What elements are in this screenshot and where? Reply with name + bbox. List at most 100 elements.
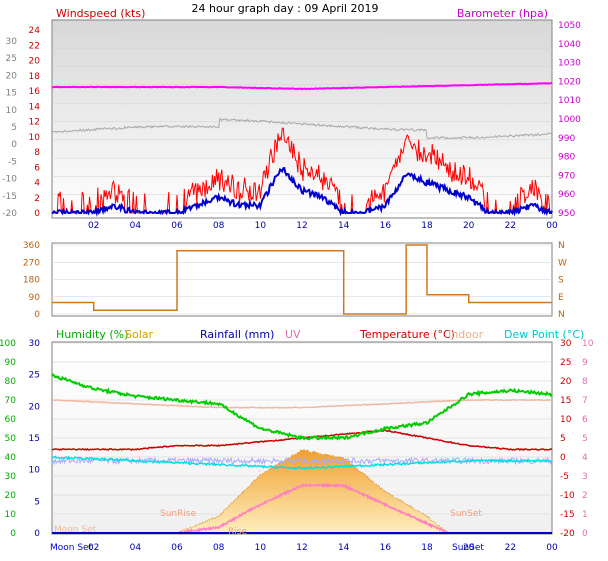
direction-axis-degrees: 360 270 180 90 0 (23, 241, 40, 320)
axis-tick-label: 5 (582, 434, 588, 444)
axis-tick-label: 1000 (558, 115, 581, 125)
x-tick-label: 06 (171, 221, 183, 231)
axis-tick-label: 10 (560, 415, 572, 425)
windspeed-axis-label: Windspeed (kts) (56, 7, 145, 20)
x-tick-label: 12 (296, 543, 307, 553)
x-tick-label: 20 (463, 543, 475, 553)
axis-tick-label: S (558, 276, 564, 286)
axis-tick-label: 10 (29, 466, 41, 476)
sunrise-bottom-annotation: Rise (228, 527, 247, 537)
axis-tick-label: -10 (2, 175, 17, 185)
x-tick-label: 22 (505, 221, 516, 231)
axis-tick-label: 10 (29, 133, 41, 143)
barometer-axis: 1050 1040 1030 1020 1010 1000 990 980 970 960 950 (558, 21, 581, 219)
axis-tick-label: 0 (560, 453, 566, 463)
axis-tick-label: -5 (560, 472, 569, 482)
axis-tick-label: 0 (582, 529, 588, 539)
x-tick-label: 18 (421, 221, 433, 231)
axis-tick-label: 14 (29, 102, 41, 112)
x-tick-label: 02 (88, 221, 99, 231)
axis-tick-label: 270 (23, 258, 40, 268)
x-tick-label: 16 (380, 221, 392, 231)
axis-tick-label: N (558, 310, 565, 320)
axis-tick-label: 12 (29, 118, 40, 128)
axis-tick-label: 9 (582, 358, 588, 368)
axis-tick-label: 950 (558, 209, 575, 219)
x-tick-label: 18 (421, 543, 433, 553)
axis-tick-label: 20 (29, 402, 41, 412)
panel1-plot (51, 19, 553, 219)
axis-tick-label: 970 (558, 171, 575, 181)
x-tick-label: 02 (88, 543, 99, 553)
x-tick-label: 10 (255, 543, 267, 553)
axis-tick-label: E (558, 293, 564, 303)
axis-tick-label: 0 (34, 310, 40, 320)
axis-tick-label: 30 (6, 37, 18, 47)
axis-tick-label: 80 (5, 377, 17, 387)
axis-tick-label: -20 (2, 209, 17, 219)
axis-tick-label: 60 (5, 415, 17, 425)
x-tick-label: 00 (546, 221, 558, 231)
axis-tick-label: 30 (5, 472, 17, 482)
x-tick-label: 08 (213, 543, 225, 553)
humidity-axis-label: Humidity (%) (56, 328, 128, 341)
axis-tick-label: 5 (560, 434, 566, 444)
panel2-grid (52, 244, 552, 315)
axis-tick-label: 10 (6, 106, 18, 116)
axis-tick-label: 5 (11, 123, 17, 133)
x-tick-label: 22 (505, 543, 516, 553)
axis-tick-label: N (558, 241, 565, 251)
axis-tick-label: 100 (0, 339, 16, 349)
windspeed-axis-outer: 30 25 20 15 10 5 0 -5 -10 -15 -20 (2, 37, 17, 219)
axis-tick-label: 20 (560, 377, 572, 387)
panel3-x-ticks: 02 04 06 08 10 12 14 16 18 20 22 00 (88, 543, 558, 553)
axis-tick-label: 1020 (558, 77, 581, 87)
axis-tick-label: 50 (5, 434, 17, 444)
axis-tick-label: 25 (29, 371, 40, 381)
windspeed-line (51, 166, 553, 217)
axis-tick-label: 4 (34, 179, 40, 189)
chart-title: 24 hour graph day : 09 April 2019 (192, 2, 379, 15)
axis-tick-label: 20 (5, 491, 17, 501)
moonset-annotation-top: Moon Set (54, 525, 97, 535)
axis-tick-label: 15 (6, 89, 17, 99)
rainfall-axis-label: Rainfall (mm) (200, 328, 274, 341)
moonset-annotation-bottom: Moon Set (50, 543, 93, 553)
axis-tick-label: 1050 (558, 21, 581, 31)
axis-tick-label: 16 (29, 87, 41, 97)
x-tick-label: 08 (213, 221, 225, 231)
axis-tick-label: 180 (23, 276, 40, 286)
axis-tick-label: 90 (29, 293, 41, 303)
axis-tick-label: 0 (34, 529, 40, 539)
sunset-annotation: SunSet (450, 509, 482, 519)
sunrise-annotation: SunRise (160, 509, 197, 519)
indoor-line (51, 398, 553, 409)
axis-tick-label: 30 (29, 339, 41, 349)
axis-tick-label: 25 (560, 358, 571, 368)
axis-tick-label: 980 (558, 153, 575, 163)
x-tick-label: 10 (255, 221, 267, 231)
axis-tick-label: 8 (34, 148, 40, 158)
dewpoint-axis-label: Dew Point (°C) (504, 328, 584, 341)
indoor-axis-label: Indoor (448, 328, 484, 341)
x-tick-label: 06 (171, 543, 183, 553)
axis-tick-label: 70 (5, 396, 17, 406)
panel1-x-ticks: 02 04 06 08 10 12 14 16 18 20 22 00 (88, 221, 558, 231)
axis-tick-label: 10 (582, 339, 594, 349)
axis-tick-label: 990 (558, 134, 575, 144)
grey-trend-line (51, 117, 553, 140)
x-tick-label: 14 (338, 221, 350, 231)
axis-tick-label: 30 (560, 339, 572, 349)
x-tick-label: 20 (463, 221, 475, 231)
axis-tick-label: 5 (34, 497, 40, 507)
uv-line (176, 482, 449, 536)
axis-tick-label: 15 (560, 396, 571, 406)
axis-tick-label: 90 (5, 358, 17, 368)
axis-tick-label: -20 (560, 529, 575, 539)
axis-tick-label: 8 (582, 377, 588, 387)
axis-tick-label: -15 (2, 192, 17, 202)
